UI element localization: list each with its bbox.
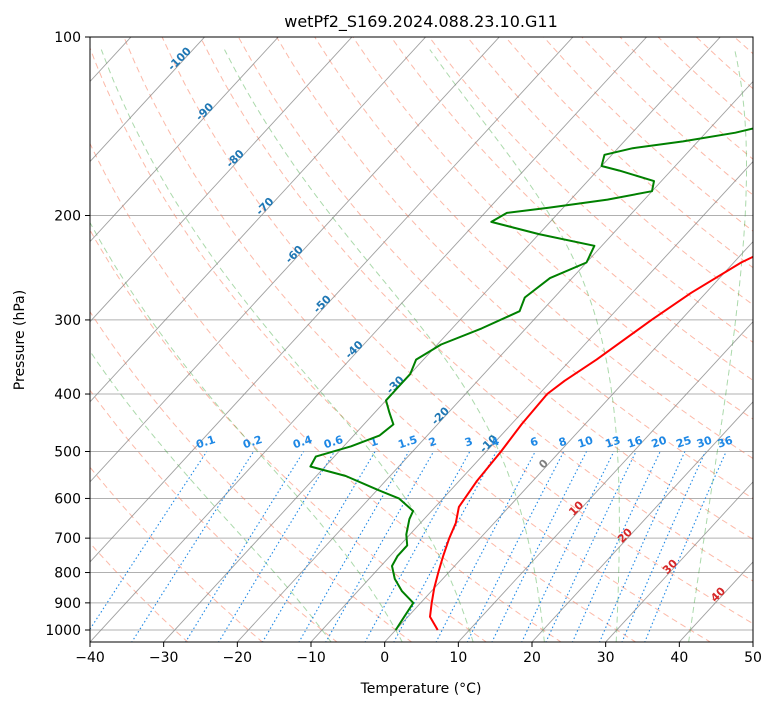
x-tick-label: 0: [380, 650, 389, 666]
isotherm-line: [384, 240, 753, 642]
mixing-ratio-line: [218, 451, 335, 642]
y-axis-ticks: 100 200 300 400 500 600 700 800 900 1000: [45, 30, 90, 639]
y-tick-label: 100: [54, 30, 81, 46]
x-tick-label: −40: [75, 650, 105, 666]
dry-adiabat: [90, 466, 264, 642]
dry-adiabat: [90, 542, 189, 642]
isotherm-line: [457, 321, 753, 642]
y-tick-label: 1000: [45, 623, 81, 639]
moist-adiabats: [90, 49, 747, 642]
dry-adiabat: [276, 37, 753, 500]
chart-title: wetPf2_S169.2024.088.23.10.G11: [284, 12, 558, 32]
mixing-ratio-label: 4: [490, 435, 502, 450]
y-tick-label: 600: [54, 491, 81, 507]
dewpoint-profile: [309, 127, 753, 631]
moist-adiabat: [429, 49, 620, 642]
mixing-ratio-line: [491, 451, 587, 642]
x-tick-label: −20: [223, 650, 253, 666]
mixing-ratio-label: 36: [716, 434, 735, 451]
y-tick-label: 700: [54, 531, 81, 547]
pressure-gridlines: [90, 37, 753, 631]
dry-adiabat: [161, 37, 753, 625]
y-tick-label: 300: [54, 313, 81, 329]
dry-adiabat: [199, 37, 753, 582]
isotherm-line: [90, 37, 279, 243]
isotherm-line: [90, 37, 500, 483]
x-tick-label: −30: [149, 650, 179, 666]
dry-adiabat: [90, 229, 488, 642]
isotherm-line: [90, 37, 353, 323]
isotherm-line: [90, 37, 574, 563]
mixing-ratio-label: 3: [463, 435, 474, 450]
isotherm-line: [90, 37, 427, 403]
y-tick-label: 900: [54, 596, 81, 612]
x-tick-label: 30: [597, 650, 615, 666]
x-tick-label: 20: [523, 650, 541, 666]
temperature-profile: [429, 255, 753, 631]
dry-adiabats: [90, 37, 753, 642]
dry-adiabat: [90, 310, 413, 642]
mixing-ratio-line: [393, 451, 497, 642]
isotherm-line: [236, 80, 753, 642]
mixing-ratio-label: 25: [675, 434, 694, 451]
y-tick-label: 200: [54, 209, 81, 225]
y-tick-label: 400: [54, 387, 81, 403]
x-axis-label: Temperature (°C): [360, 681, 482, 697]
dry-adiabat: [90, 46, 637, 642]
dry-adiabat: [237, 37, 753, 540]
mixing-ratio-label: 16: [626, 434, 645, 451]
isotherm-line: [163, 37, 721, 642]
mixing-ratio-line: [131, 451, 255, 642]
mixing-ratio-label: 30: [695, 434, 714, 451]
dry-adiabat: [90, 389, 338, 642]
dry-adiabat: [123, 37, 712, 642]
mixing-ratio-label: 0.4: [291, 433, 314, 451]
moist-adiabat: [100, 49, 474, 642]
moist-adiabat: [90, 221, 403, 642]
plot-frame: [89, 36, 754, 643]
mixing-ratio-labels: 0.1 0.2 0.4 0.6 1 1.5 2 3 4 6 8 10 13 16 20 25 30 36: [194, 433, 734, 451]
isotherm-line: [605, 481, 753, 642]
mixing-ratio-label: 1: [368, 435, 379, 450]
mixing-ratio-label: 8: [557, 435, 568, 450]
x-tick-label: −10: [296, 650, 326, 666]
mixing-ratio-line: [466, 451, 565, 642]
y-axis-label: Pressure (hPa): [12, 290, 28, 390]
mixing-ratio-label: 0.6: [322, 433, 345, 451]
x-axis-ticks: −40 −30 −20 −10 0 10 20 30 40 50: [75, 642, 762, 666]
mixing-ratio-label: 10: [576, 434, 595, 451]
dry-adiabat: [314, 37, 753, 460]
mixing-ratio-label: 20: [650, 434, 669, 451]
moist-adiabat: [688, 49, 747, 642]
mixing-ratio-label: 2: [427, 435, 438, 450]
isotherm-line: [90, 37, 206, 163]
moist-adiabat: [90, 350, 332, 642]
y-tick-label: 800: [54, 566, 81, 582]
mixing-ratio-lines: [90, 451, 727, 642]
mixing-ratio-line: [621, 451, 706, 642]
x-tick-label: 50: [744, 650, 762, 666]
mixing-ratio-label: 6: [529, 435, 541, 450]
mixing-ratio-label: 0.1: [194, 433, 217, 451]
isotherm-line: [90, 37, 648, 642]
y-tick-label: 500: [54, 444, 81, 460]
mixing-ratio-label: 1.5: [396, 433, 419, 451]
mixing-ratio-line: [599, 451, 686, 642]
mixing-ratio-label: 0.2: [241, 433, 264, 451]
mixing-ratio-line: [90, 451, 208, 631]
mixing-ratio-label: 13: [604, 434, 623, 451]
x-tick-label: 40: [670, 650, 688, 666]
sounding-profiles: [309, 127, 753, 631]
moist-adiabat: [224, 49, 545, 642]
x-tick-label: 10: [449, 650, 467, 666]
mixing-ratio-line: [644, 451, 727, 642]
isotherm-line: [531, 401, 753, 642]
dry-adiabat: [90, 142, 562, 642]
mixing-ratio-line: [364, 451, 471, 642]
